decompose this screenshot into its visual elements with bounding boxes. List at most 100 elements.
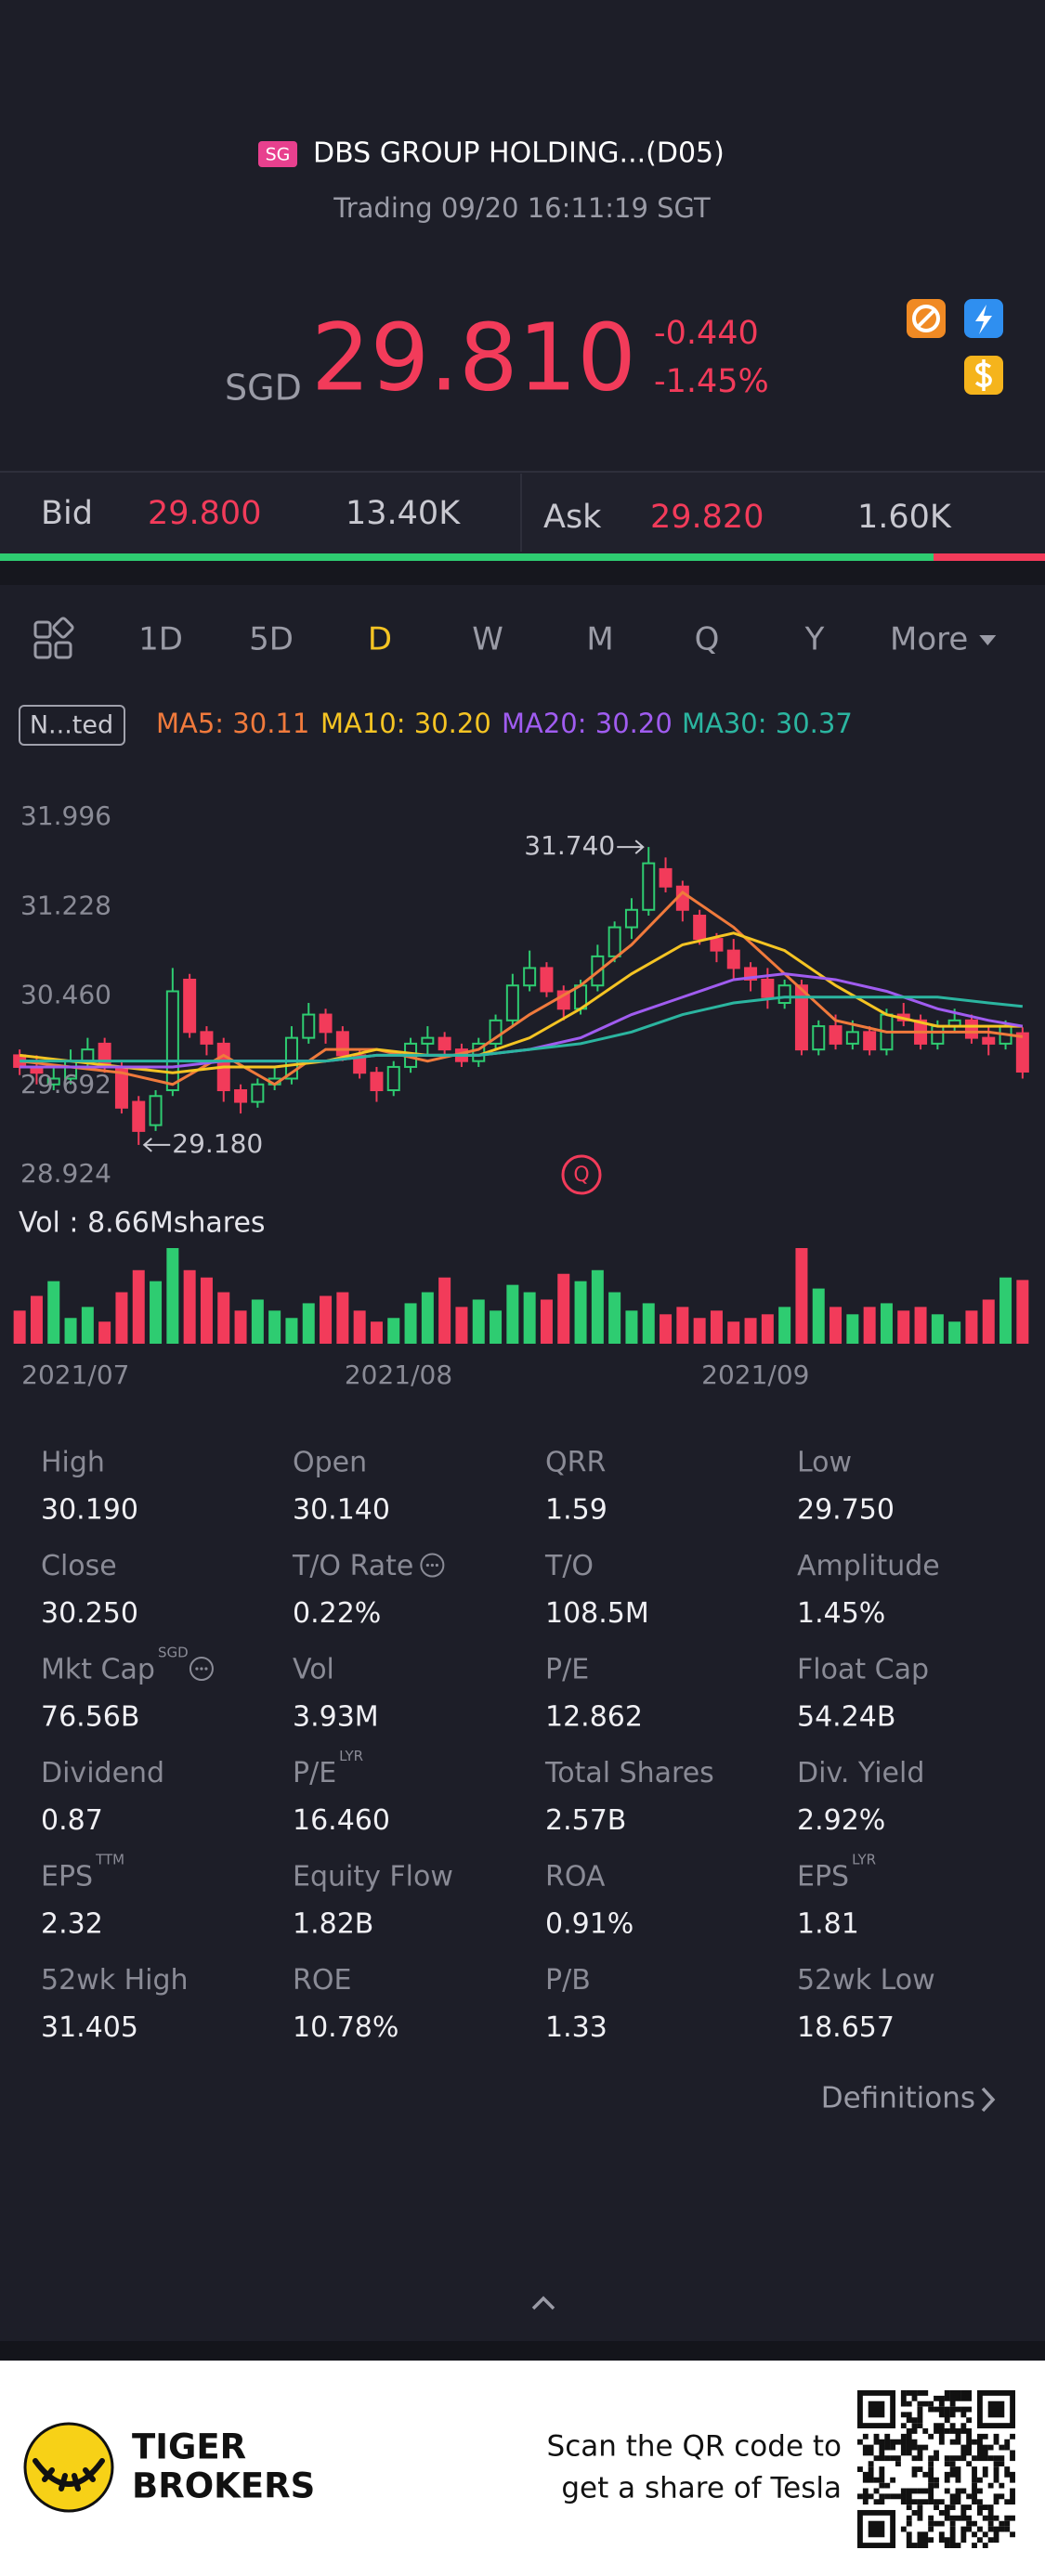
bid-price: 29.800: [148, 495, 261, 532]
annotation-arrow: [142, 1138, 171, 1152]
candle-body: [251, 1083, 265, 1103]
volume-bar: [1016, 1280, 1029, 1344]
info-icon[interactable]: [189, 1657, 214, 1681]
stat-value: 30.250: [41, 1597, 138, 1630]
event-marker-glyph: Q: [573, 1164, 589, 1187]
candle-body: [284, 1036, 298, 1080]
stat-label: Dividend: [41, 1757, 164, 1789]
volume-bar: [710, 1310, 723, 1344]
ask-price: 29.820: [650, 499, 764, 536]
volume-bar: [490, 1310, 503, 1344]
candle-body: [1015, 1032, 1029, 1073]
annotation-arrow: [617, 839, 645, 854]
promo-line: get a share of Tesla: [561, 2472, 842, 2505]
stat-label: Equity Flow: [293, 1861, 453, 1893]
price-change-pct: -1.45%: [654, 363, 769, 400]
volume-bar: [812, 1288, 825, 1344]
period-tab[interactable]: M: [586, 621, 613, 658]
stats-grid: High 30.190 Open 30.140 QRR 1.59 Low 29.750 Clos…: [41, 1447, 940, 2045]
icon-glyph: [54, 641, 72, 659]
volume-label: Vol : 8.66Mshares: [19, 1207, 266, 1240]
info-icon[interactable]: [420, 1553, 445, 1578]
volume-bar: [574, 1281, 587, 1344]
period-tab[interactable]: 5D: [249, 621, 294, 658]
icon-glyph: [33, 620, 52, 639]
info-dot: [435, 1563, 438, 1568]
layout-icon[interactable]: [33, 617, 74, 659]
volume-bar: [914, 1307, 927, 1344]
stat-value: 2.32: [41, 1908, 103, 1941]
stat-label: P/E: [293, 1757, 336, 1789]
x-tick-label: 2021/08: [345, 1360, 452, 1390]
candle-body: [353, 1054, 367, 1074]
stat-label: Div. Yield: [797, 1757, 924, 1789]
candle-body: [421, 1036, 435, 1045]
stat-label: Float Cap: [797, 1654, 929, 1686]
icon-glyph: [33, 641, 52, 659]
volume-bar: [727, 1321, 740, 1344]
status-icons[interactable]: [907, 299, 1003, 395]
candle-body: [149, 1095, 163, 1126]
volume-bar: [285, 1318, 298, 1344]
icon-glyph: [975, 305, 992, 334]
volume-bar: [999, 1277, 1012, 1344]
period-tab[interactable]: 1D: [138, 621, 183, 658]
indicator-box[interactable]: [19, 705, 125, 746]
volume-bar: [30, 1295, 43, 1344]
indicator-label: N...ted: [30, 711, 113, 740]
event-marker[interactable]: [561, 1154, 602, 1195]
stat-value: 108.5M: [545, 1597, 649, 1630]
definitions-link[interactable]: Definitions: [821, 2082, 975, 2115]
volume-bar: [557, 1273, 570, 1344]
collapse-caret[interactable]: [531, 2296, 555, 2310]
stat-value: 2.57B: [545, 1804, 626, 1837]
candle-body: [438, 1036, 451, 1051]
price-change: -0.440: [654, 315, 759, 352]
info-dot: [204, 1667, 208, 1671]
candle-body: [540, 967, 554, 993]
promo-line: Scan the QR code to: [547, 2430, 842, 2464]
stat-value: 0.91%: [545, 1908, 634, 1941]
ma-legend: MA10: 30.20: [320, 708, 491, 739]
volume-bar: [387, 1318, 400, 1344]
volume-bar: [166, 1248, 179, 1344]
stat-value: 1.33: [545, 2011, 607, 2044]
stat-value: 10.78%: [293, 2011, 398, 2044]
brand-line: BROKERS: [132, 2466, 315, 2506]
volume-bar: [13, 1310, 26, 1344]
stat-label: ROA: [545, 1861, 606, 1893]
volume-bar: [183, 1269, 196, 1344]
last-price: 29.810: [311, 303, 636, 411]
volume-bar: [693, 1318, 706, 1344]
volume-bar: [115, 1292, 128, 1344]
stat-label: Amplitude: [797, 1550, 940, 1582]
y-tick-label: 31.228: [20, 890, 111, 920]
stat-label: High: [41, 1447, 105, 1479]
volume-bar: [132, 1269, 145, 1344]
ma-line: [19, 931, 1023, 1074]
period-tab[interactable]: More: [890, 621, 968, 658]
period-tab[interactable]: Y: [804, 621, 825, 658]
volume-bar: [642, 1303, 655, 1344]
stat-label: Mkt Cap: [41, 1654, 155, 1686]
info-dot: [195, 1667, 199, 1671]
qr-modules: [857, 2390, 1015, 2548]
candle-body: [489, 1019, 503, 1045]
period-tab[interactable]: Q: [695, 621, 720, 658]
qr-code: [857, 2390, 1015, 2548]
stat-value: 1.59: [545, 1494, 607, 1527]
dropdown-arrow: [979, 635, 997, 645]
period-tab[interactable]: D: [368, 621, 392, 658]
qr-finder: [868, 2520, 885, 2538]
stat-label: Total Shares: [544, 1757, 714, 1789]
candle-body: [761, 978, 775, 998]
stat-label: EPS: [41, 1861, 93, 1893]
volume-bar: [268, 1310, 281, 1344]
stat-label: ROE: [293, 1964, 351, 1997]
candle-body: [386, 1065, 400, 1092]
stat-value: 54.24B: [797, 1701, 895, 1734]
candle-body: [607, 926, 621, 957]
period-tab[interactable]: W: [472, 621, 503, 658]
